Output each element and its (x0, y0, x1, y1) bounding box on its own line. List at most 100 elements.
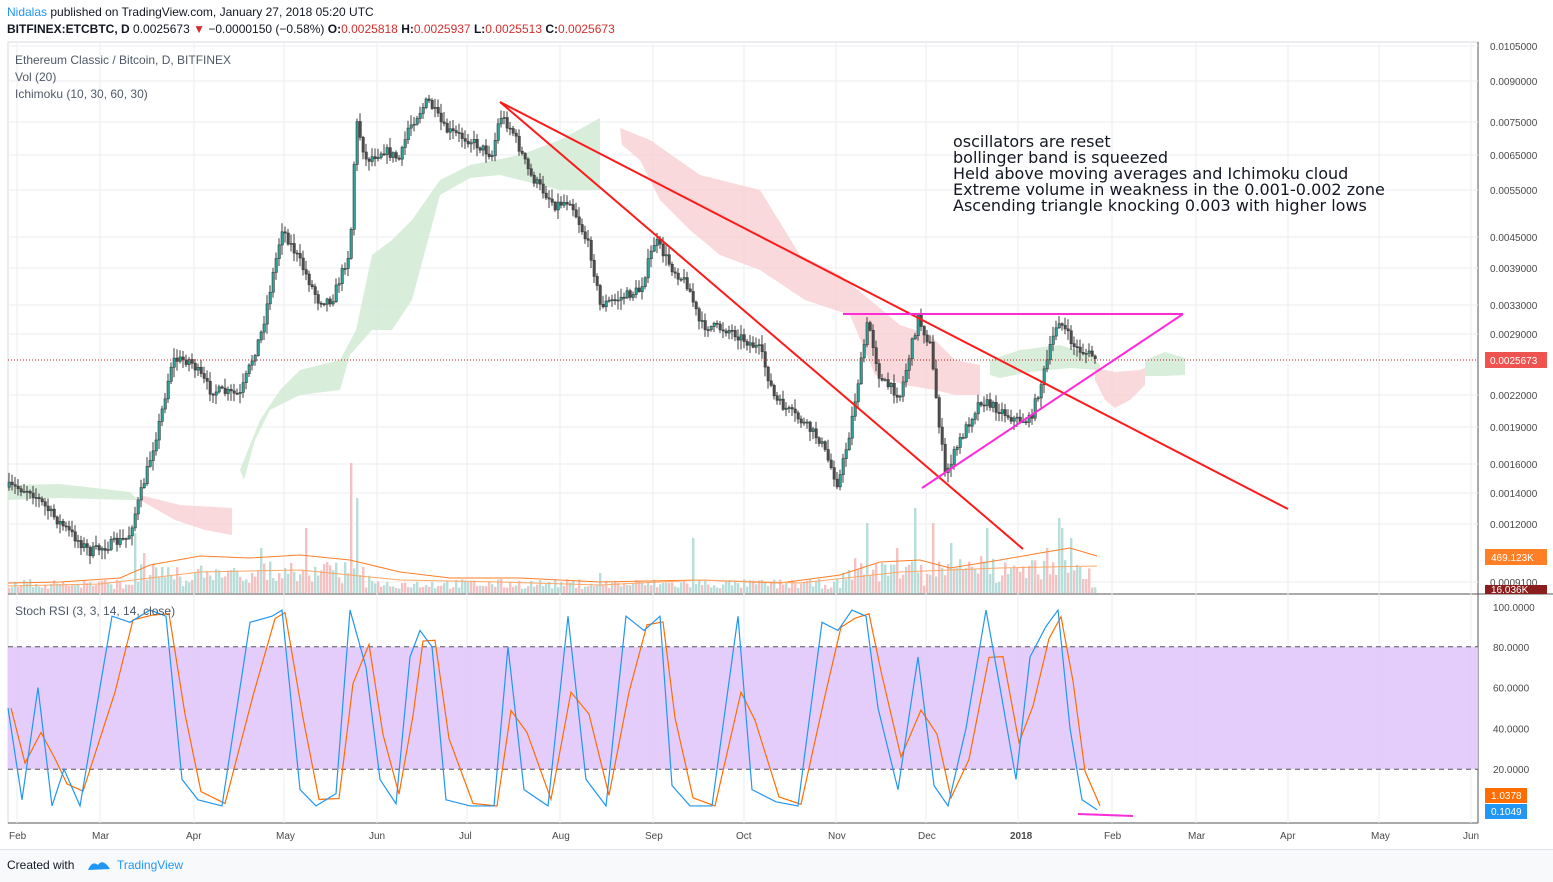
volume-bar (251, 572, 254, 593)
price-tick-label: 0.0090000 (1490, 77, 1538, 88)
candle-body (238, 392, 242, 394)
candle-body (1090, 350, 1094, 357)
volume-bar (395, 588, 398, 593)
candle-body (784, 407, 788, 410)
volume-bar (209, 575, 212, 593)
candle-body (43, 501, 47, 507)
volume-bar (839, 587, 842, 593)
candle-body (556, 201, 560, 211)
time-tick-label: Feb (1104, 831, 1122, 842)
candle-body (229, 389, 233, 392)
candle-body (64, 525, 68, 528)
volume-bar (920, 564, 923, 593)
volume-bar (602, 585, 605, 593)
candle-body (940, 426, 944, 445)
chart-canvas[interactable]: 0.0105000 0.0090000 0.0075000 0.0065000 0.00… (0, 0, 1553, 849)
candle-body (562, 202, 566, 206)
volume-bar (305, 528, 308, 593)
tradingview-link[interactable]: TradingView (117, 858, 184, 872)
candle-body (910, 338, 914, 360)
stoch-k-line (7, 608, 1098, 811)
volume-bar (734, 580, 737, 593)
volume-bar (662, 582, 665, 593)
candle-body (382, 153, 386, 156)
candle-body (1003, 409, 1007, 416)
volume-ma-line (7, 547, 1098, 584)
volume-bar (890, 564, 893, 593)
candle-body (541, 183, 545, 194)
volume-bar (590, 583, 593, 593)
volume-bar (95, 584, 98, 593)
volume-bar (887, 575, 890, 593)
candle-body (130, 527, 134, 537)
candle-body (529, 168, 533, 176)
volume-bar (62, 582, 65, 593)
volume-bar (416, 581, 419, 593)
volume-bar (1034, 560, 1037, 593)
volume-bar (494, 586, 497, 593)
candle-body (199, 366, 203, 374)
volume-bar (467, 582, 470, 593)
candle-body (883, 379, 887, 381)
volume-bar (449, 588, 452, 593)
candle-body (763, 351, 767, 368)
volume-bar (338, 577, 341, 593)
candle-body (838, 474, 842, 488)
candle-body (745, 341, 749, 346)
volume-bar (725, 580, 728, 593)
candle-body (490, 155, 494, 157)
volume-bar (878, 581, 881, 593)
volume-bar (485, 586, 488, 593)
volume-bar (188, 582, 191, 593)
volume-bar (1043, 560, 1046, 593)
volume-bar (959, 559, 962, 593)
time-tick-label: May (276, 831, 295, 842)
candle-body (895, 394, 899, 398)
candle-body (295, 252, 299, 255)
candle-body (367, 158, 371, 162)
publish-line: Nidalas published on TradingView.com, Ja… (7, 5, 374, 19)
volume-bar (1094, 587, 1097, 593)
candle-body (1066, 328, 1070, 332)
candle-body (1006, 415, 1010, 418)
candle-body (388, 147, 392, 158)
candle-body (700, 320, 704, 322)
candle-body (751, 342, 755, 348)
volume-bar (863, 574, 866, 593)
volume-bar (575, 588, 578, 593)
volume-bar (398, 588, 401, 593)
candle-body (511, 128, 515, 134)
candle-body (73, 531, 77, 542)
volume-bar (425, 585, 428, 593)
candle-body (901, 381, 905, 397)
volume-bar (461, 579, 464, 593)
annotation-line: oscillators are reset (953, 132, 1111, 151)
candle-body (499, 117, 503, 125)
volume-bar (125, 584, 128, 593)
candle-body (274, 258, 278, 273)
volume-bar (941, 567, 944, 593)
volume-bar (17, 586, 20, 593)
volume-bar (161, 566, 164, 593)
volume-bar (383, 585, 386, 593)
volume-bar (503, 587, 506, 593)
volume-bar (953, 568, 956, 593)
volume-bar (569, 582, 572, 593)
stoch-rsi-pane (7, 608, 1478, 811)
volume-bar (452, 587, 455, 593)
time-tick-label: Sep (645, 831, 663, 842)
candle-body (544, 192, 548, 199)
volume-bar (782, 584, 785, 593)
volume-bar (680, 582, 683, 593)
author-link[interactable]: Nidalas (7, 5, 48, 19)
volume-bar (248, 582, 251, 593)
volume-bar (1058, 518, 1061, 593)
candle-body (805, 421, 809, 424)
volume-bar (128, 584, 131, 593)
volume-bar (803, 582, 806, 593)
candle-body (379, 153, 383, 158)
candle-body (724, 330, 728, 334)
candle-body (688, 288, 692, 292)
candle-body (427, 98, 431, 101)
candle-body (16, 485, 20, 490)
